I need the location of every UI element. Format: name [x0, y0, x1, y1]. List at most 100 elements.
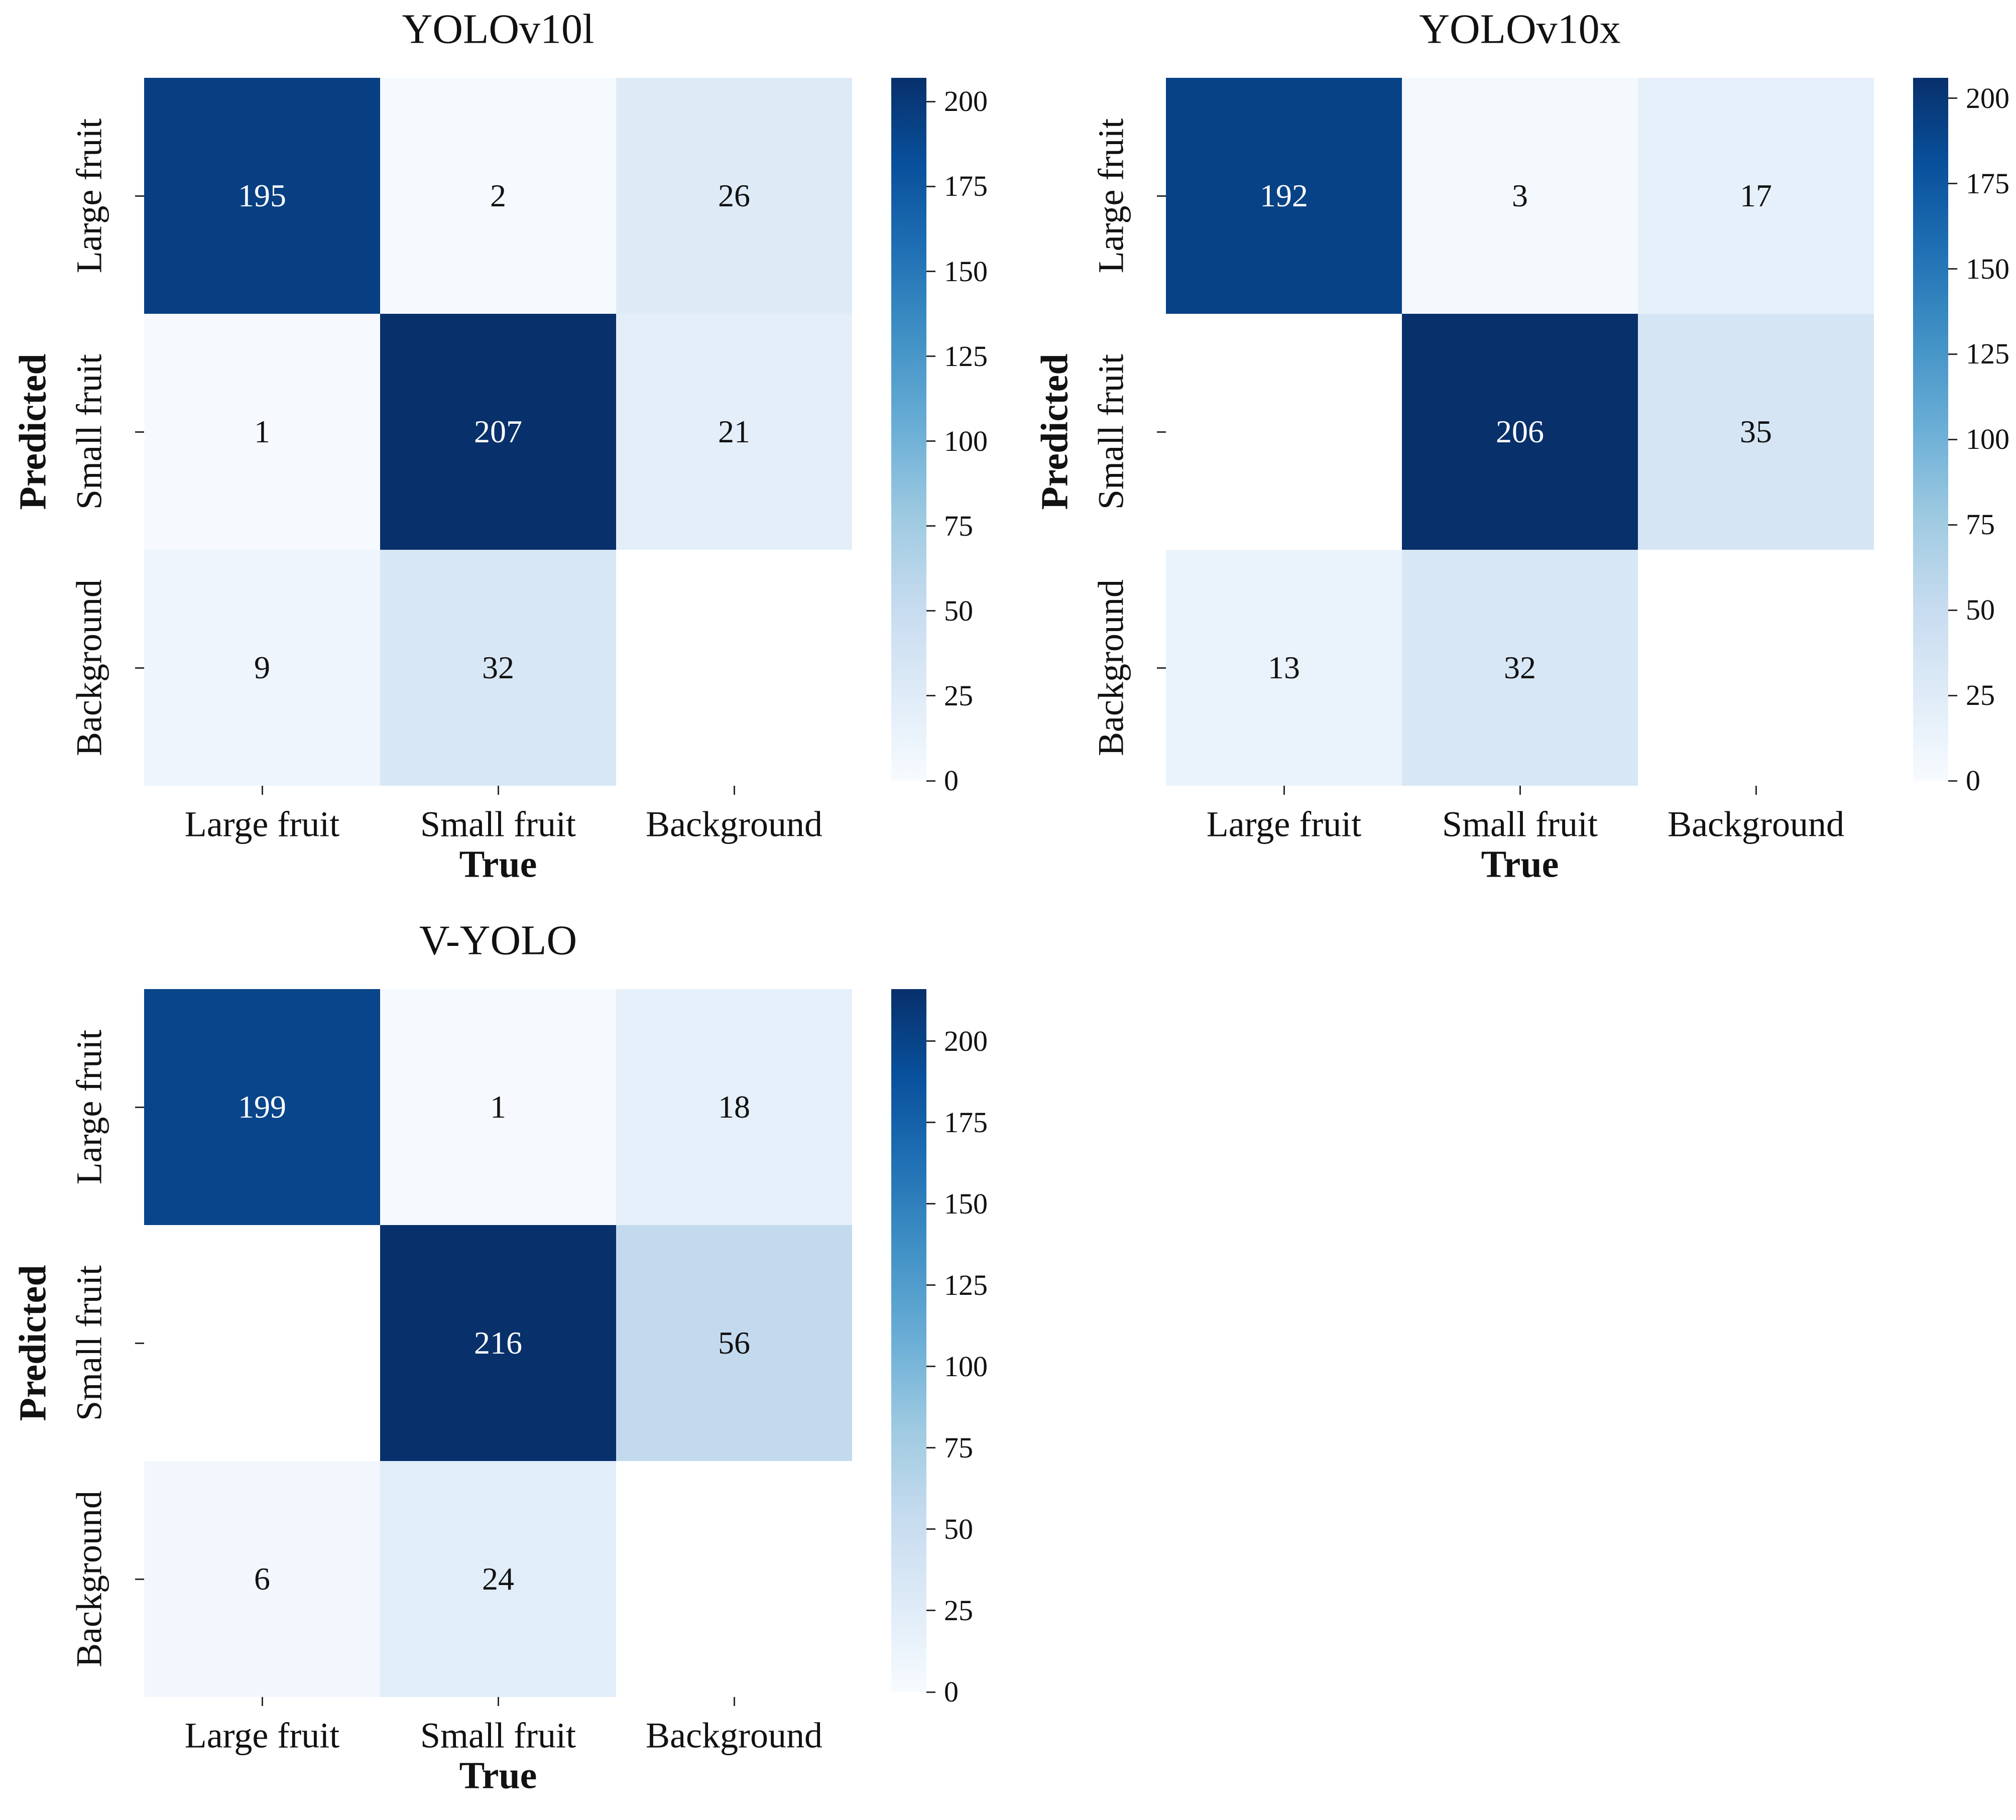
heatmap-cell: 9 [144, 550, 380, 786]
colorbar-tick-label: 25 [944, 1594, 973, 1627]
colorbar [1913, 78, 1948, 781]
colorbar-tick-label: 100 [944, 424, 988, 457]
heatmap-cell: 1 [144, 314, 380, 550]
x-tick-label: Small fruit [420, 1715, 576, 1756]
y-tick-label: Small fruit [69, 354, 109, 510]
x-axis-tick [733, 1697, 735, 1706]
x-tick-label: Small fruit [420, 804, 576, 844]
colorbar-tick [926, 440, 935, 442]
colorbar-tick [926, 1447, 935, 1449]
colorbar-tick-label: 175 [944, 1106, 988, 1139]
heatmap-cell: 199 [144, 989, 380, 1225]
x-axis-tick [261, 1697, 263, 1706]
colorbar-tick-label: 0 [944, 1675, 959, 1708]
y-axis-tick [135, 195, 144, 197]
colorbar-tick-label: 0 [944, 764, 959, 797]
y-axis-tick [1157, 667, 1166, 669]
panel-title: YOLOv10x [1419, 6, 1621, 53]
heatmap-cell: 216 [380, 1225, 616, 1461]
y-tick-label: Large fruit [1091, 118, 1131, 274]
y-axis-title: Predicted [12, 1265, 54, 1421]
colorbar-gradient [1913, 78, 1948, 781]
x-axis-tick [497, 1697, 499, 1706]
colorbar-tick [926, 780, 935, 782]
colorbar-tick-label: 150 [944, 1187, 988, 1220]
y-axis-tick [135, 431, 144, 433]
heatmap-cell: 17 [1638, 78, 1874, 314]
heatmap-cell: 2 [380, 78, 616, 314]
colorbar-gradient [891, 989, 926, 1692]
colorbar-tick-label: 100 [944, 1350, 988, 1383]
y-axis-tick [1157, 195, 1166, 197]
x-axis-tick [497, 786, 499, 795]
colorbar [891, 78, 926, 781]
heatmap-cell [616, 550, 852, 786]
colorbar-tick-label: 200 [944, 1024, 988, 1057]
colorbar-tick-label: 100 [1966, 423, 2009, 456]
colorbar-tick [926, 1284, 935, 1286]
colorbar-tick [1948, 268, 1957, 270]
colorbar-tick [1948, 438, 1957, 440]
heatmap-cell: 1 [380, 989, 616, 1225]
heatmap-cell: 21 [616, 314, 852, 550]
y-axis-tick [135, 667, 144, 669]
y-tick-label: Large fruit [69, 1029, 109, 1185]
x-axis-title: True [459, 843, 537, 886]
y-tick-label: Background [1091, 579, 1131, 756]
x-tick-label: Background [646, 1715, 822, 1756]
y-tick-label: Small fruit [69, 1265, 109, 1421]
colorbar-tick-label: 175 [1966, 167, 2009, 200]
heatmap-panel: YOLOv10x 192 3 17 206 35 13 32 Predicted True … [1022, 0, 2016, 909]
y-axis-title: Predicted [1033, 353, 1076, 510]
colorbar-tick [1948, 97, 1957, 99]
y-tick-label: Large fruit [69, 118, 109, 274]
colorbar-tick-label: 150 [1966, 252, 2009, 285]
heatmap-cell [1166, 314, 1402, 550]
colorbar-tick-label: 200 [944, 85, 988, 118]
heatmap-cell: 32 [1402, 550, 1638, 786]
colorbar-tick [926, 355, 935, 357]
x-tick-label: Large fruit [1206, 804, 1362, 844]
y-axis-tick [1157, 431, 1166, 433]
x-tick-label: Small fruit [1442, 804, 1598, 844]
heatmap-cell: 32 [380, 550, 616, 786]
heatmap-cell [616, 1461, 852, 1697]
colorbar-tick [1948, 353, 1957, 355]
panel-title: YOLOv10l [402, 6, 595, 53]
y-tick-label: Background [69, 579, 109, 756]
heatmap-cell: 24 [380, 1461, 616, 1697]
colorbar-tick [926, 525, 935, 527]
colorbar-tick-label: 50 [944, 594, 973, 627]
y-axis-tick [135, 1342, 144, 1344]
heatmap-cell: 206 [1402, 314, 1638, 550]
colorbar-tick [926, 695, 935, 697]
x-axis-tick [1283, 786, 1285, 795]
y-axis-tick [135, 1578, 144, 1580]
colorbar-tick [926, 1528, 935, 1530]
colorbar-tick-label: 125 [944, 339, 988, 373]
x-axis-tick [733, 786, 735, 795]
heatmap-cell: 207 [380, 314, 616, 550]
x-axis-tick [261, 786, 263, 795]
colorbar-tick-label: 75 [944, 509, 973, 542]
y-axis-tick [135, 1106, 144, 1108]
x-axis-tick [1755, 786, 1757, 795]
colorbar-tick-label: 25 [944, 679, 973, 712]
x-tick-label: Large fruit [184, 804, 340, 844]
heatmap-cell: 6 [144, 1461, 380, 1697]
colorbar-tick [926, 610, 935, 612]
colorbar-tick-label: 125 [1966, 337, 2009, 371]
colorbar-tick [926, 1040, 935, 1042]
colorbar-tick-label: 200 [1966, 81, 2009, 114]
colorbar-tick-label: 75 [1966, 508, 1995, 541]
x-axis-title: True [459, 1754, 537, 1797]
x-axis-title: True [1481, 843, 1559, 886]
heatmap-cell: 192 [1166, 78, 1402, 314]
colorbar-tick [1948, 780, 1957, 782]
colorbar-tick-label: 75 [944, 1431, 973, 1464]
colorbar-tick-label: 0 [1966, 764, 1980, 797]
heatmap-cell: 195 [144, 78, 380, 314]
heatmap-cell: 3 [1402, 78, 1638, 314]
colorbar-tick [1948, 694, 1957, 696]
colorbar-tick [926, 1691, 935, 1693]
